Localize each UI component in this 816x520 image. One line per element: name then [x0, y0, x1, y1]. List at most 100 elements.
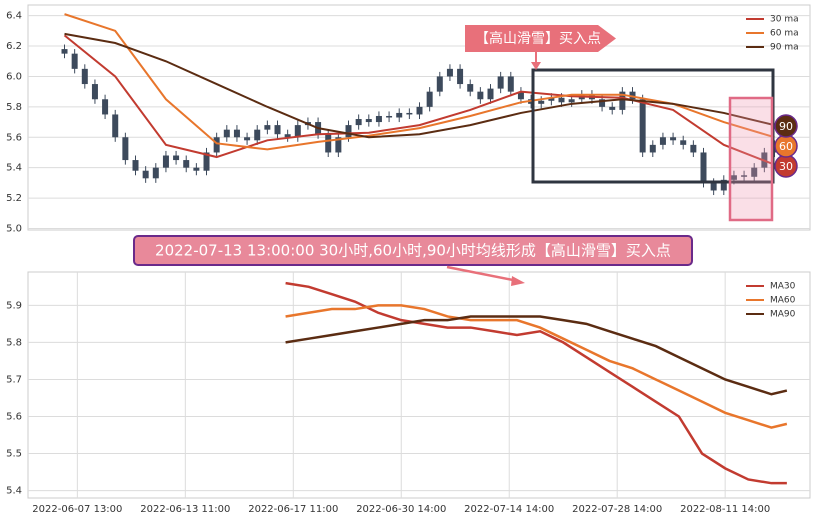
candle-body	[730, 175, 737, 180]
candle-body	[487, 88, 494, 100]
ma-line	[285, 315, 788, 396]
candle-body	[274, 125, 281, 135]
candle-body	[254, 129, 261, 141]
candle-body	[365, 119, 372, 123]
y-tick-label: 5.6	[6, 132, 22, 143]
candle-body	[132, 160, 139, 171]
annotation-banner-text: 2022-07-13 13:00:00 30小时,60小时,90小时均线形成【高…	[155, 242, 671, 260]
x-tick-label: 2022-07-28 14:00	[572, 504, 662, 515]
candle-body	[173, 155, 180, 161]
candle-body	[71, 53, 78, 69]
candle-body	[223, 129, 230, 138]
candle-body	[517, 91, 524, 100]
candle-body	[162, 155, 169, 168]
y-tick-label: 5.4	[6, 486, 22, 497]
legend-label: MA60	[770, 296, 796, 306]
ma-line	[285, 304, 788, 429]
legend-label: 60 ma	[770, 29, 799, 39]
candle-body	[91, 84, 98, 100]
candle-body	[548, 97, 555, 101]
legend-label: MA30	[770, 282, 796, 292]
candle-body	[619, 91, 626, 110]
candle-body	[406, 112, 413, 115]
candle-body	[61, 49, 68, 54]
candle-body	[355, 119, 362, 126]
candle-body	[81, 68, 88, 85]
y-tick-label: 5.0	[6, 223, 22, 234]
annotation-pointer	[446, 265, 519, 283]
candle-body	[670, 137, 677, 141]
candle-body	[609, 106, 616, 110]
candle-body	[446, 68, 453, 77]
candle-body	[568, 99, 575, 103]
candle-body	[751, 167, 758, 177]
y-tick-label: 6.0	[6, 71, 22, 82]
bottom-plot-frame	[27, 271, 811, 499]
x-tick-label: 2022-08-11 14:00	[680, 504, 770, 515]
candle-body	[345, 125, 352, 138]
end-badge-label: 90	[779, 120, 793, 133]
candle-body	[771, 144, 778, 153]
x-tick-label: 2022-06-07 13:00	[32, 504, 122, 515]
end-badge	[774, 114, 798, 138]
candle-body	[244, 137, 251, 141]
ma-line	[64, 13, 775, 151]
y-tick-label: 5.2	[6, 193, 22, 204]
candle-body	[507, 76, 514, 92]
candle-body	[599, 99, 606, 107]
candle-body	[264, 125, 271, 130]
candle-body	[558, 97, 565, 103]
candle-body	[284, 134, 291, 138]
end-badge-label: 60	[779, 140, 793, 153]
legend-label: MA90	[770, 310, 796, 320]
candle-body	[112, 114, 119, 138]
candle-body	[680, 140, 687, 145]
y-tick-label: 6.4	[6, 11, 22, 22]
candle-body	[203, 152, 210, 171]
x-tick-label: 2022-06-30 14:00	[356, 504, 446, 515]
candle-body	[538, 100, 545, 104]
candle-body	[335, 137, 342, 153]
candle-body	[233, 129, 240, 138]
candle-body	[193, 167, 200, 171]
annotation-arrow-box	[465, 25, 616, 52]
x-tick-label: 2022-06-17 11:00	[248, 504, 338, 515]
y-tick-label: 5.4	[6, 163, 22, 174]
candle-body	[416, 106, 423, 115]
candle-body	[386, 115, 393, 118]
y-tick-label: 5.9	[6, 300, 22, 311]
candle-body	[426, 91, 433, 107]
candle-body	[102, 99, 109, 115]
annotation-text: 【高山滑雪】买入点	[475, 30, 601, 47]
x-tick-label: 2022-06-13 11:00	[140, 504, 230, 515]
candle-body	[649, 144, 656, 153]
end-badge-label: 30	[779, 160, 793, 173]
candle-body	[142, 170, 149, 179]
y-tick-label: 6.2	[6, 41, 22, 52]
x-tick-label: 2022-07-14 14:00	[464, 504, 554, 515]
candle-body	[720, 179, 727, 191]
candle-body	[152, 167, 159, 179]
candle-body	[710, 182, 717, 191]
candle-body	[375, 115, 382, 123]
highlight-zone	[728, 96, 774, 222]
candle-body	[477, 91, 484, 100]
candle-body	[629, 91, 636, 100]
candle-body	[497, 76, 504, 89]
y-tick-label: 5.5	[6, 449, 22, 460]
annotation-pointer-head	[511, 276, 525, 286]
candle-body	[690, 144, 697, 153]
ma-line	[63, 34, 775, 166]
annotation-banner	[133, 235, 693, 266]
annotation-pointer-head	[531, 62, 541, 70]
candle-body	[294, 125, 301, 138]
candle-body	[436, 76, 443, 92]
candle-body	[183, 160, 190, 168]
ma-line	[64, 32, 775, 139]
candle-body	[396, 112, 403, 118]
candle-body	[700, 152, 707, 183]
candle-body	[467, 84, 474, 92]
candle-body	[659, 137, 666, 145]
candle-body	[325, 134, 332, 153]
